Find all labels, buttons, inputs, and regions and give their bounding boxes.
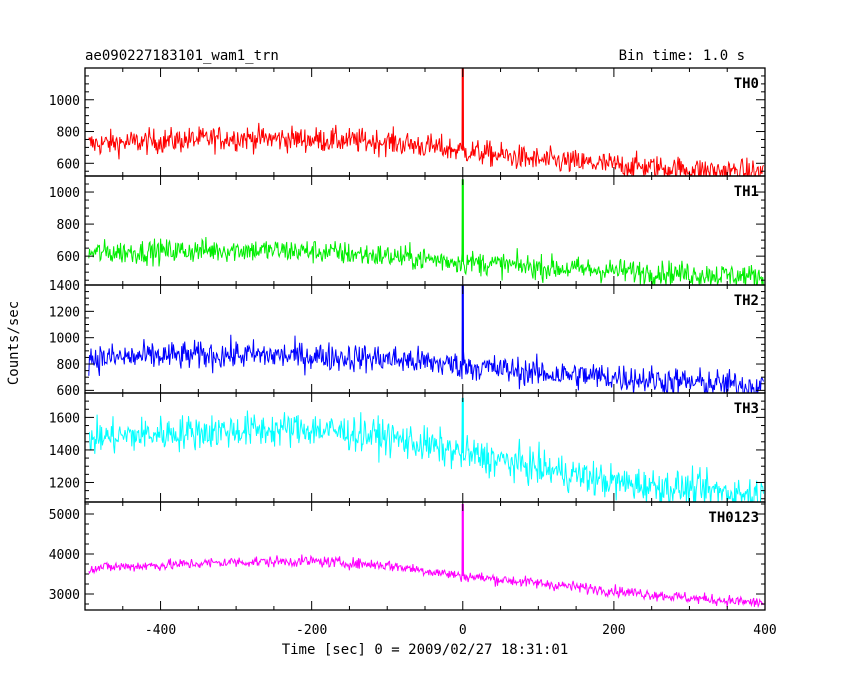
series-line-th1 <box>88 179 764 285</box>
x-tick-label: 400 <box>753 623 776 638</box>
panel-th0: 600 800 1000 TH0 <box>49 67 766 177</box>
panel-frame <box>84 392 766 503</box>
panel-frame <box>84 284 766 394</box>
y-tick-label: 1000 <box>49 332 80 347</box>
y-tick-label: 1000 <box>49 186 80 201</box>
panel-label-th3: TH3 <box>734 401 759 417</box>
y-tick-label: 3000 <box>49 588 80 603</box>
y-tick-label: 600 <box>57 384 80 399</box>
x-tick-label: 200 <box>602 623 625 638</box>
chart-title: ae090227183101_wam1_trn <box>85 48 279 64</box>
x-tick-label: -400 <box>145 623 176 638</box>
panel-th1: 600 800 1000 TH1 <box>49 175 766 286</box>
bin-time-label: Bin time: 1.0 s <box>619 48 745 64</box>
y-tick-label: 5000 <box>49 508 80 523</box>
y-tick-label: 600 <box>57 157 80 172</box>
panel-label-th0123: TH0123 <box>708 510 759 526</box>
y-axis-label: Counts/sec <box>6 301 22 385</box>
series-line-th2 <box>88 285 764 393</box>
y-tick-label: 1600 <box>49 411 80 426</box>
y-tick-label: 1200 <box>49 476 80 491</box>
y-tick-label: 800 <box>57 358 80 373</box>
panel-stack: 600 800 1000 TH0 600 800 1000 TH1 600 800 1000 1200… <box>49 67 766 611</box>
x-tick-label: -200 <box>296 623 327 638</box>
y-tick-label: 800 <box>57 126 80 141</box>
y-tick-label: 1200 <box>49 305 80 320</box>
y-tick-label: 1000 <box>49 94 80 109</box>
series-line-th0 <box>88 68 764 176</box>
y-tick-label: 800 <box>57 218 80 233</box>
series-line-th0123 <box>88 503 764 609</box>
panel-label-th1: TH1 <box>734 184 759 200</box>
panel-label-th2: TH2 <box>734 293 759 309</box>
y-tick-label: 1400 <box>49 279 80 294</box>
y-tick-label: 600 <box>57 250 80 265</box>
y-tick-label: 1400 <box>49 444 80 459</box>
panel-th2: 600 800 1000 1200 1400 TH2 <box>49 279 766 399</box>
x-tick-label: 0 <box>459 623 467 638</box>
x-tick-labels: -400 -200 0 200 400 <box>145 623 777 638</box>
panel-frame <box>84 501 766 611</box>
y-tick-label: 4000 <box>49 548 80 563</box>
panel-th3: 1200 1400 1600 TH3 <box>49 392 766 503</box>
panel-th0123: 3000 4000 5000 TH0123 <box>49 501 766 611</box>
panel-label-th0: TH0 <box>734 76 759 92</box>
x-axis-label: Time [sec] 0 = 2009/02/27 18:31:01 <box>282 642 569 658</box>
panel-frame <box>84 67 766 177</box>
series-line-th3 <box>88 397 764 502</box>
